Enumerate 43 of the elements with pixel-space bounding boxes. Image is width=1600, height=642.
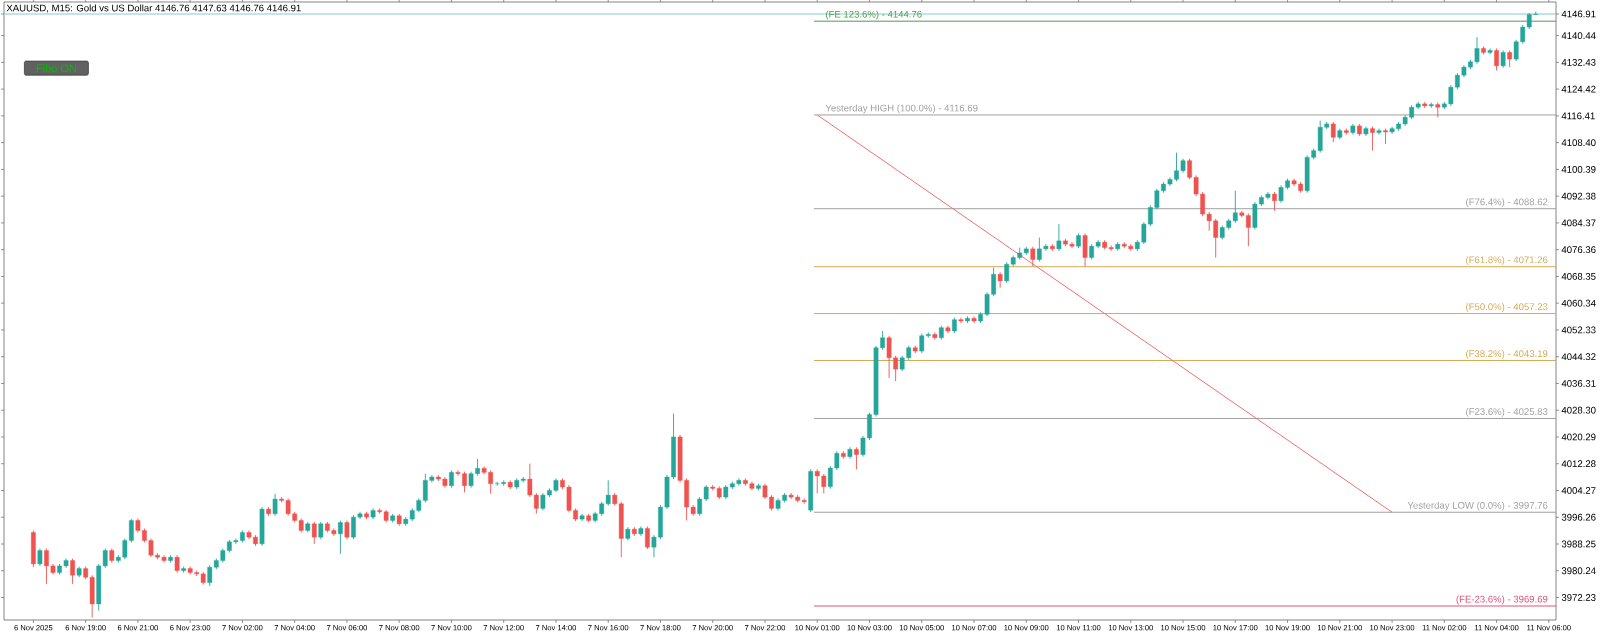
candlestick — [259, 506, 265, 547]
candlestick — [1004, 261, 1010, 284]
candlestick — [89, 574, 95, 618]
candlestick — [814, 468, 820, 494]
candlestick — [1272, 191, 1277, 212]
candlestick — [1036, 237, 1042, 262]
candlestick — [488, 469, 493, 495]
candlestick — [1304, 154, 1310, 194]
candlestick — [331, 528, 337, 537]
candlestick — [31, 530, 36, 568]
candlestick — [1252, 201, 1258, 230]
candlestick — [1246, 213, 1251, 247]
candlestick — [808, 468, 814, 513]
candlestick — [207, 564, 213, 587]
candlestick — [1213, 218, 1219, 258]
candlestick — [566, 484, 572, 513]
candlestick — [645, 526, 650, 550]
candlestick — [1317, 120, 1323, 154]
candlestick — [1370, 126, 1375, 152]
candlestick — [1056, 223, 1062, 252]
candlestick — [1030, 246, 1036, 267]
candlestick — [422, 473, 428, 503]
candlestick — [919, 333, 925, 354]
candlestick — [1174, 152, 1179, 182]
candlestick — [821, 473, 827, 494]
candlestick — [462, 471, 467, 493]
candlestick — [1232, 190, 1238, 224]
candlestick — [886, 335, 892, 379]
candlestick — [351, 514, 356, 540]
candlestick — [70, 558, 75, 585]
candlestick — [997, 271, 1003, 289]
candlestick — [272, 493, 278, 517]
candlestick — [854, 446, 859, 470]
candlestick — [1474, 36, 1480, 65]
candlestick — [338, 520, 343, 555]
candlestick — [44, 548, 49, 585]
candlestick — [638, 526, 644, 537]
candlestick — [344, 520, 350, 540]
candlestick — [1330, 121, 1336, 143]
candlestick — [311, 521, 317, 545]
candlestick — [618, 501, 624, 558]
candlestick — [1494, 47, 1499, 71]
candlestick — [1082, 233, 1088, 267]
